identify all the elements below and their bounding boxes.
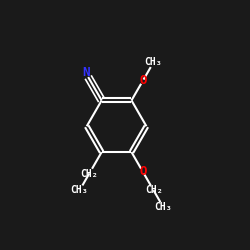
Text: CH₃: CH₃ — [145, 58, 162, 68]
Text: CH₃: CH₃ — [71, 186, 88, 196]
Text: CH₂: CH₂ — [80, 169, 98, 179]
Text: CH₂: CH₂ — [145, 186, 162, 196]
Text: O: O — [139, 74, 146, 87]
Text: N: N — [82, 66, 90, 80]
Text: CH₃: CH₃ — [154, 202, 172, 212]
Text: O: O — [139, 165, 146, 178]
